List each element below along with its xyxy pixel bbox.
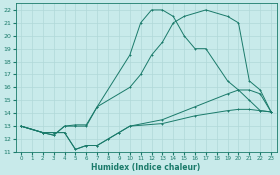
X-axis label: Humidex (Indice chaleur): Humidex (Indice chaleur) <box>92 163 201 172</box>
